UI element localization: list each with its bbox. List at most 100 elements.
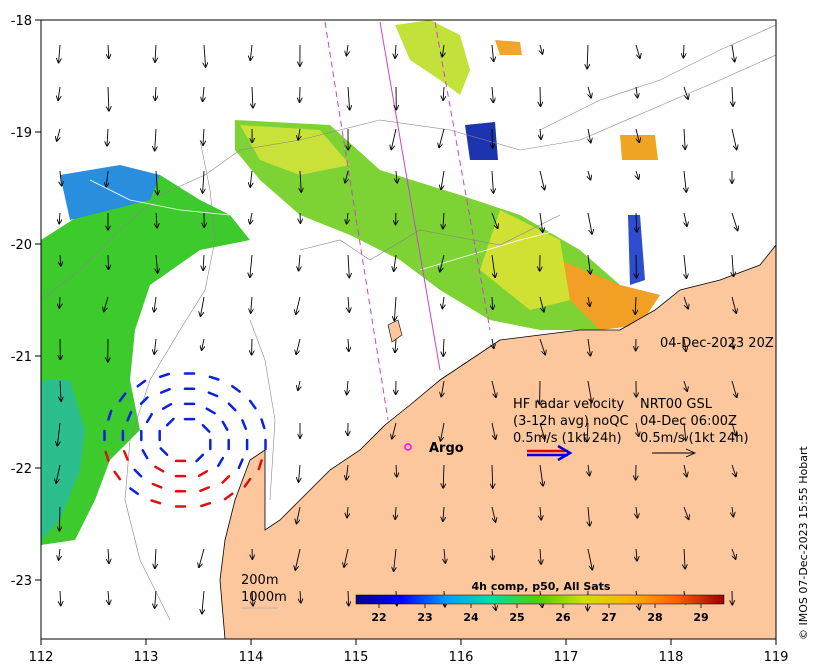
gsl-arrow xyxy=(346,464,348,480)
colorbar-tick-label: 23 xyxy=(417,611,432,624)
eddy-arrow xyxy=(231,384,241,393)
gsl-arrow xyxy=(250,170,252,187)
gsl-arrow xyxy=(155,128,156,151)
land-island xyxy=(387,319,403,343)
gsl-arrow xyxy=(155,86,156,100)
gsl-arrow xyxy=(108,254,109,269)
gsl-arrow xyxy=(298,380,300,390)
gsl-arrow xyxy=(251,296,252,313)
gsl-arrow xyxy=(203,128,204,145)
gsl-arrow xyxy=(443,506,444,521)
eddy-arrow xyxy=(217,456,225,468)
lon-tick: 119 xyxy=(764,650,789,665)
gsl-arrow xyxy=(684,254,686,278)
eddy-arrow xyxy=(122,450,129,461)
gsl-arrow xyxy=(732,548,736,559)
gsl-arrow xyxy=(540,548,541,564)
gsl-arrow xyxy=(442,44,444,57)
gsl-legend-arrow xyxy=(652,448,697,458)
gsl-arrow xyxy=(732,338,734,349)
gsl-arrow xyxy=(588,506,590,526)
eddy-arrow xyxy=(145,412,153,424)
lat-tick-labels: -18 -19 -20 -21 -22 -23 xyxy=(11,14,32,589)
gsl-arrow xyxy=(587,380,592,402)
sst-patch-west-blue xyxy=(60,165,160,220)
gsl-arrow xyxy=(587,548,592,570)
colorbar-tick-label: 25 xyxy=(509,611,524,624)
eddy-arrow xyxy=(237,458,244,470)
gsl-arrow xyxy=(684,464,687,477)
gsl-arrow xyxy=(59,548,60,560)
gsl-arrow xyxy=(348,590,349,606)
gsl-arrow xyxy=(443,338,444,356)
eddy-arrow xyxy=(200,501,212,508)
gsl-arrow xyxy=(588,296,590,306)
gsl-arrow xyxy=(587,422,588,441)
eddy-arrow xyxy=(107,409,113,421)
gsl-arrow xyxy=(298,128,300,140)
gsl-arrow xyxy=(108,86,109,111)
timestamp-label: 04-Dec-2023 20Z xyxy=(660,336,774,351)
gsl-arrow xyxy=(684,212,687,226)
gsl-arrow xyxy=(347,44,349,55)
hf-legend-line1: HF radar velocity xyxy=(513,397,625,412)
eddy-arrow xyxy=(104,450,110,462)
gsl-arrow xyxy=(300,170,301,192)
gsl-arrow xyxy=(443,212,444,229)
gsl-arrow xyxy=(440,254,445,272)
copyright-label: © IMOS 07-Dec-2023 15:55 Hobart xyxy=(797,445,810,640)
gsl-arrow xyxy=(395,506,396,519)
gsl-arrow xyxy=(250,44,252,60)
gsl-arrow xyxy=(492,44,494,61)
eddy-arrow xyxy=(197,470,209,478)
gsl-arrow xyxy=(683,44,684,58)
lon-tick: 114 xyxy=(239,650,264,665)
lon-tick: 113 xyxy=(134,650,159,665)
colorbar-tick-label: 22 xyxy=(371,611,386,624)
gsl-arrow xyxy=(588,170,590,180)
sst-patch-top-orange xyxy=(495,40,522,55)
gsl-arrow xyxy=(539,422,545,439)
eddy-arrow xyxy=(227,402,237,412)
gsl-legend-line2: 04-Dec 06:00Z xyxy=(640,414,737,429)
gsl-arrow xyxy=(636,170,639,179)
eddy-arrow xyxy=(129,487,139,496)
colorbar-title: 4h comp, p50, All Sats xyxy=(472,580,611,593)
gsl-arrow xyxy=(636,422,639,436)
land-mainland xyxy=(219,244,776,639)
velocity-legend: HF radar velocity (3-12h avg) noQC 0.5m/… xyxy=(513,397,749,462)
gsl-arrow xyxy=(732,254,734,276)
gsl-arrow xyxy=(59,44,60,63)
gsl-arrow xyxy=(636,212,637,232)
gsl-arrow xyxy=(202,338,204,350)
lat-tick: -23 xyxy=(11,574,32,589)
gsl-arrow xyxy=(588,464,590,476)
gsl-arrow xyxy=(491,422,496,439)
colorbar-ticks: 22 23 24 25 26 27 28 29 xyxy=(371,604,709,624)
gsl-arrow xyxy=(731,128,737,149)
gsl-arrow xyxy=(296,296,301,314)
gsl-arrow xyxy=(106,170,108,187)
gsl-arrow xyxy=(441,170,445,189)
gsl-arrow xyxy=(154,338,156,354)
colorbar-tick-label: 24 xyxy=(463,611,479,624)
gsl-arrow xyxy=(204,44,206,67)
eddy-arrow xyxy=(205,407,216,415)
hf-legend-arrow xyxy=(527,444,573,462)
colorbar-tick-label: 29 xyxy=(693,611,708,624)
gsl-arrow xyxy=(540,44,542,54)
eddy-arrow xyxy=(151,482,163,489)
contour-label-1000m: 1000m xyxy=(241,590,287,605)
hf-legend-line3: 0.5m/s (1kt 24h) xyxy=(513,431,622,446)
hf-radar-eddy-arrows xyxy=(103,372,267,508)
gsl-arrow xyxy=(442,296,444,308)
gsl-arrow xyxy=(540,86,541,106)
eddy-arrow xyxy=(223,492,234,501)
gsl-arrow xyxy=(107,128,108,146)
lat-tick: -22 xyxy=(11,462,32,477)
gsl-arrow xyxy=(491,506,496,522)
gsl-arrow xyxy=(683,296,688,309)
gsl-arrow xyxy=(635,296,636,314)
gsl-arrow xyxy=(203,86,204,101)
satellite-tracks xyxy=(324,21,491,421)
